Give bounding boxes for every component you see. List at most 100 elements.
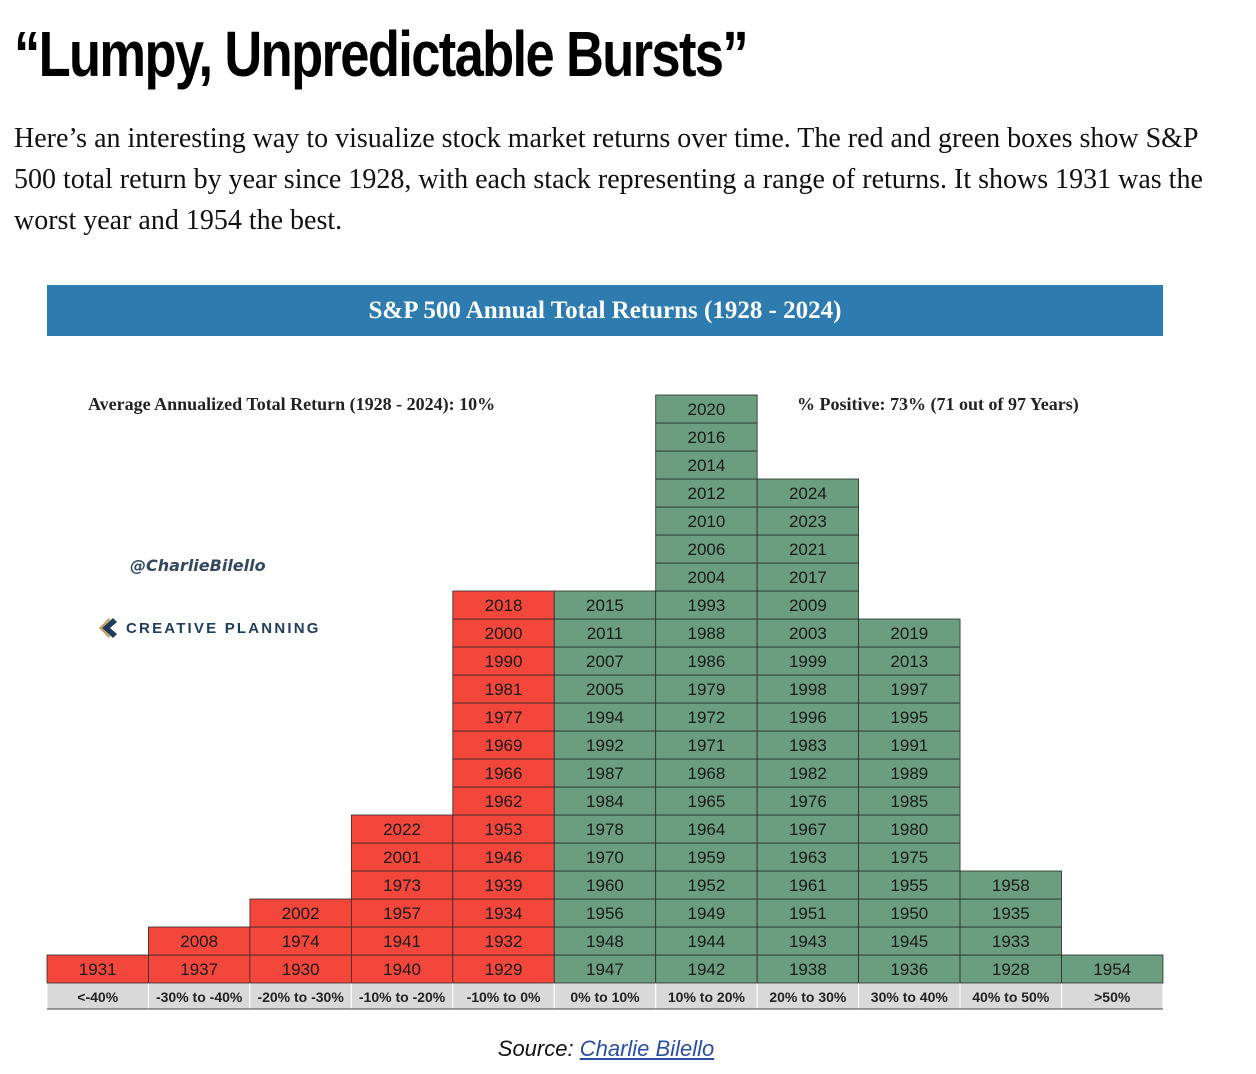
year-label: 1949 [688, 904, 726, 923]
year-cell [655, 422, 758, 452]
year-cell [756, 786, 860, 816]
year-cell [452, 954, 555, 984]
year-cell [756, 562, 860, 592]
year-cell [858, 786, 961, 816]
year-label: 1979 [688, 680, 726, 699]
year-label: 2020 [688, 400, 726, 419]
logo-text: CREATIVE PLANNING [126, 619, 321, 637]
year-cell [756, 590, 860, 620]
year-label: 2022 [383, 820, 421, 839]
category-label: -20% to -30% [257, 989, 344, 1005]
year-cell [148, 954, 251, 984]
year-cell [756, 954, 860, 984]
year-cell [350, 926, 454, 956]
year-label: 1983 [789, 736, 827, 755]
year-label: 1999 [789, 652, 827, 671]
year-label: 1946 [485, 848, 523, 867]
year-cell [756, 478, 860, 508]
creative-planning-c-icon [99, 618, 117, 638]
year-label: 2007 [586, 652, 624, 671]
year-label: 1945 [890, 932, 928, 951]
year-label: 1930 [282, 960, 320, 979]
year-cell [756, 842, 860, 872]
year-label: 2013 [890, 652, 928, 671]
year-cell [553, 674, 657, 704]
year-label: 1959 [688, 848, 726, 867]
year-label: 1989 [890, 764, 928, 783]
year-cell [959, 926, 1062, 956]
source-link[interactable]: Charlie Bilello [579, 1036, 715, 1061]
year-label: 1928 [992, 960, 1030, 979]
percent-positive-note: % Positive: 73% (71 out of 97 Years) [797, 394, 1079, 414]
year-label: 1971 [688, 736, 726, 755]
year-cell [553, 702, 657, 732]
source-label: Source: [497, 1036, 574, 1061]
year-label: 1988 [688, 624, 726, 643]
year-label: 2016 [688, 428, 726, 447]
category-label-cell [350, 982, 454, 1010]
year-cell [858, 618, 961, 648]
category-label: 40% to 50% [972, 989, 1050, 1005]
year-label: 1982 [789, 764, 827, 783]
year-label: 1933 [992, 932, 1030, 951]
year-cell [350, 954, 454, 984]
year-cell [655, 926, 758, 956]
year-cell [350, 814, 454, 844]
year-cell [756, 758, 860, 788]
year-cell [858, 758, 961, 788]
category-label: -10% to -20% [359, 989, 446, 1005]
year-label: 1935 [992, 904, 1030, 923]
year-cell [655, 506, 758, 536]
category-label-cell [452, 982, 555, 1010]
year-label: 1931 [79, 960, 117, 979]
year-cell [452, 842, 555, 872]
year-label: 2003 [789, 624, 827, 643]
year-cell [655, 898, 758, 928]
category-label: <-40% [77, 989, 118, 1005]
year-cell [756, 702, 860, 732]
year-label: 2023 [789, 512, 827, 531]
year-label: 1955 [890, 876, 928, 895]
year-label: 1969 [485, 736, 523, 755]
year-cell [756, 646, 860, 676]
year-label: 1934 [485, 904, 523, 923]
year-label: 1950 [890, 904, 928, 923]
year-label: 2024 [789, 484, 827, 503]
year-label: 2017 [789, 568, 827, 587]
year-label: 1939 [485, 876, 523, 895]
year-cell [249, 926, 352, 956]
year-label: 1960 [586, 876, 624, 895]
intro-paragraph: Here’s an interesting way to visualize s… [14, 123, 1203, 236]
year-label: 1974 [282, 932, 320, 951]
year-label: 1980 [890, 820, 928, 839]
year-cell [756, 814, 860, 844]
year-label: 1977 [485, 708, 523, 727]
year-cell [553, 618, 657, 648]
year-label: 2009 [789, 596, 827, 615]
year-cell [756, 926, 860, 956]
year-label: 1984 [586, 792, 624, 811]
category-label: >50% [1094, 989, 1131, 1005]
year-cell [452, 618, 555, 648]
year-label: 1972 [688, 708, 726, 727]
year-label: 2012 [688, 484, 726, 503]
year-label: 1948 [586, 932, 624, 951]
year-label: 1995 [890, 708, 928, 727]
year-cell [858, 842, 961, 872]
year-label: 2015 [586, 596, 624, 615]
year-label: 2021 [789, 540, 827, 559]
year-label: 1953 [485, 820, 523, 839]
category-label-cell [655, 982, 758, 1010]
year-cell [452, 926, 555, 956]
year-label: 1936 [890, 960, 928, 979]
year-label: 1961 [789, 876, 827, 895]
year-cell [655, 590, 758, 620]
year-cell [452, 814, 555, 844]
year-label: 1956 [586, 904, 624, 923]
year-label: 1998 [789, 680, 827, 699]
year-cell [452, 590, 555, 620]
year-cell [452, 870, 555, 900]
chart-title: S&P 500 Annual Total Returns (1928 - 202… [368, 296, 842, 324]
year-cell [858, 870, 961, 900]
